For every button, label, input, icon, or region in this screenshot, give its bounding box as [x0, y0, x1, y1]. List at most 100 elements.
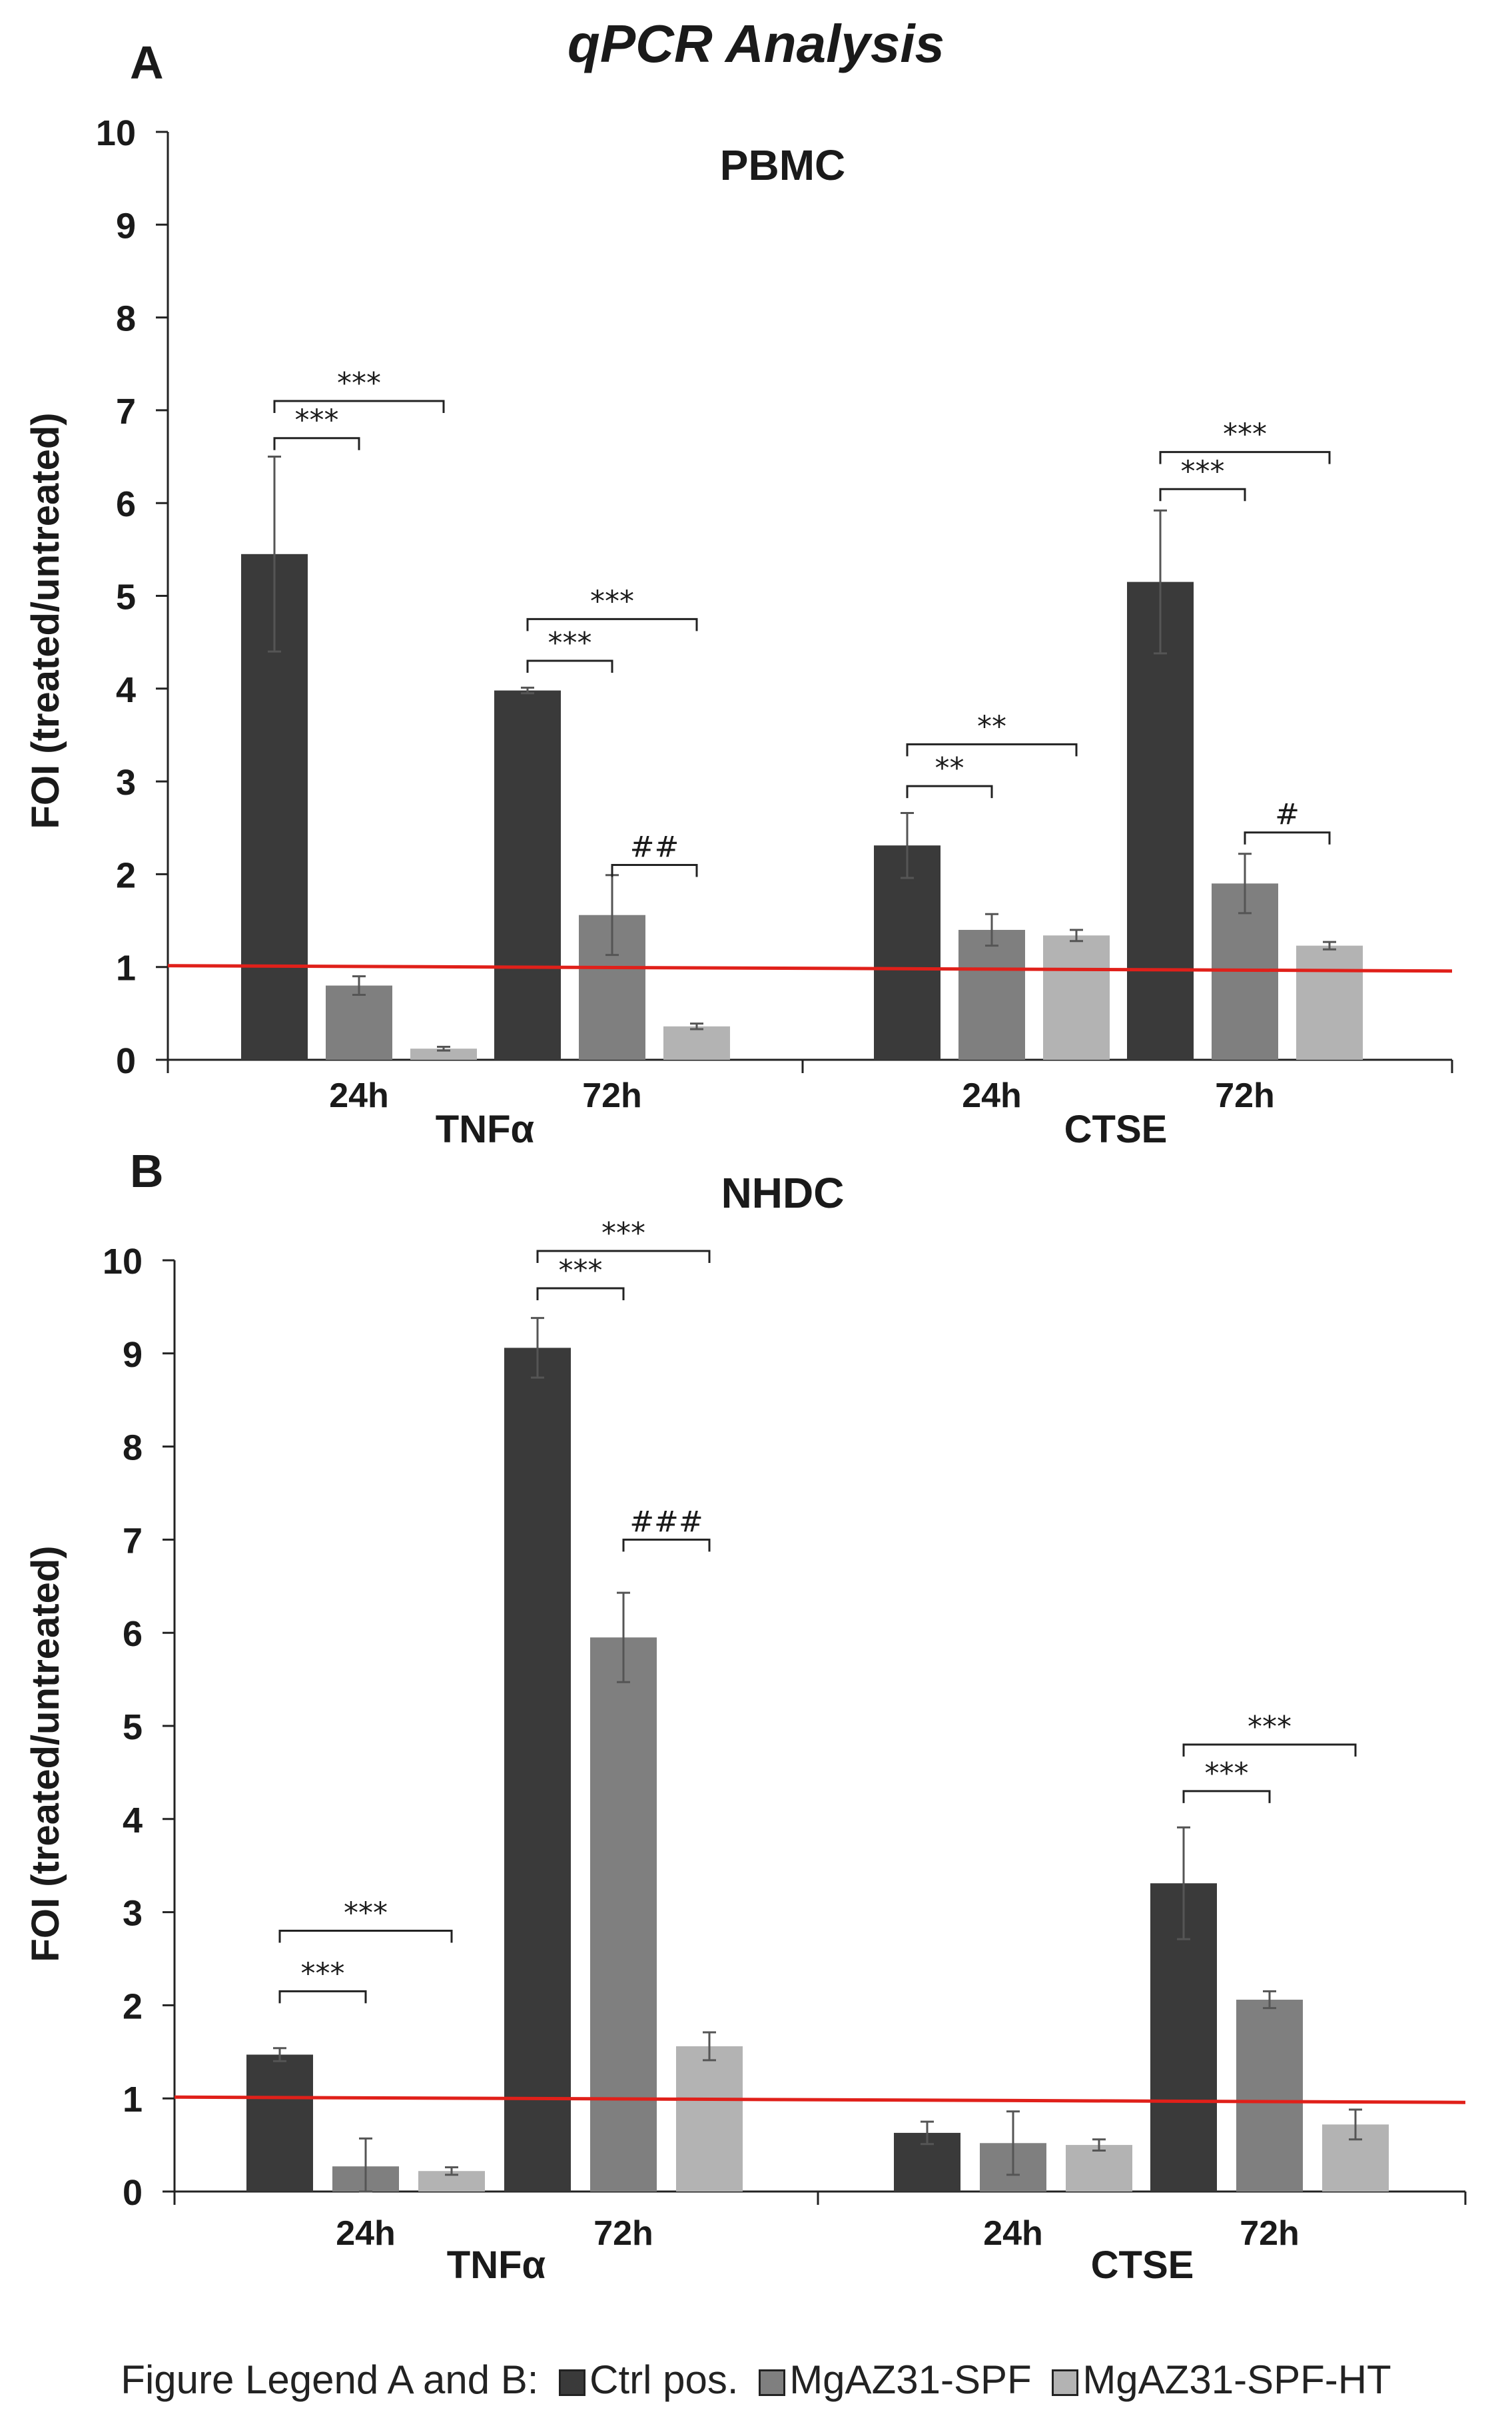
legend-label-mgaz31-spf: MgAZ31-SPF	[789, 2357, 1032, 2402]
bar	[1296, 945, 1363, 1060]
y-tick-label: 7	[116, 392, 136, 432]
y-tick-label: 4	[123, 1801, 143, 1840]
significance-label: ***	[1181, 454, 1225, 488]
significance-label: ***	[559, 1254, 603, 1288]
legend-swatch-mgaz31-spf-ht	[1052, 2369, 1079, 2396]
y-tick-label: 9	[116, 206, 136, 246]
y-tick-label: 9	[123, 1335, 143, 1375]
y-axis-label: FOI (treated/untreated)	[24, 1545, 67, 1962]
significance-label: ***	[1205, 1757, 1249, 1791]
bar	[1066, 2145, 1132, 2192]
significance-label: **	[977, 709, 1006, 743]
significance-bracket	[273, 437, 360, 450]
significance-bracket	[906, 785, 993, 799]
y-tick-label: 6	[116, 484, 136, 524]
significance-label: ***	[1248, 1710, 1292, 1744]
y-tick-label: 4	[116, 670, 136, 710]
group-label: CTSE	[1064, 1108, 1168, 1151]
legend-label-ctrl-pos: Ctrl pos.	[589, 2357, 739, 2402]
time-label: 72h	[593, 2214, 653, 2253]
legend-prefix: Figure Legend A and B:	[121, 2357, 539, 2402]
group-label: TNFα	[436, 1108, 535, 1151]
legend-swatch-mgaz31-spf	[759, 2369, 786, 2396]
time-label: 24h	[336, 2214, 396, 2253]
significance-bracket	[1159, 451, 1331, 464]
bar	[246, 2054, 313, 2192]
bar	[874, 845, 941, 1060]
time-label: 24h	[329, 1076, 389, 1115]
significance-bracket	[1182, 1790, 1271, 1803]
y-tick-label: 3	[123, 1894, 143, 1934]
significance-label: ##	[630, 830, 679, 864]
bar	[590, 1637, 657, 2192]
y-tick-label: 1	[123, 2080, 143, 2120]
y-tick-label: 1	[116, 949, 136, 989]
bar	[1236, 2000, 1303, 2192]
legend-label-mgaz31-spf-ht: MgAZ31-SPF-HT	[1082, 2357, 1391, 2402]
significance-bracket	[611, 863, 698, 877]
bar	[494, 690, 561, 1060]
significance-label: ***	[548, 626, 592, 660]
y-tick-label: 3	[116, 763, 136, 803]
significance-bracket	[278, 1990, 367, 2004]
y-tick-label: 2	[123, 1986, 143, 2026]
significance-bracket	[526, 659, 613, 673]
bar	[1043, 935, 1110, 1060]
time-label: 72h	[1215, 1076, 1275, 1115]
significance-bracket	[536, 1287, 625, 1300]
significance-bracket	[906, 743, 1078, 757]
bar	[326, 985, 392, 1060]
panel-label: A	[130, 37, 164, 89]
significance-bracket	[273, 400, 445, 413]
y-tick-label: 0	[123, 2173, 143, 2213]
significance-bracket	[278, 1930, 453, 1943]
significance-label: ***	[301, 1956, 345, 1990]
y-tick-label: 7	[123, 1521, 143, 1561]
significance-label: **	[935, 751, 964, 785]
panel-label: B	[130, 1145, 164, 1197]
y-tick-label: 5	[116, 578, 136, 617]
y-tick-label: 10	[96, 113, 136, 153]
time-label: 24h	[983, 2214, 1043, 2253]
significance-label: ***	[295, 404, 339, 438]
group-label: CTSE	[1091, 2243, 1194, 2287]
significance-bracket	[1182, 1743, 1357, 1757]
bar	[958, 929, 1025, 1060]
significance-label: ###	[629, 1505, 703, 1539]
reference-line	[167, 964, 1453, 973]
y-tick-label: 5	[123, 1707, 143, 1747]
y-tick-label: 10	[103, 1242, 143, 1282]
legend-swatch-ctrl-pos	[559, 2369, 586, 2396]
time-label: 24h	[962, 1076, 1022, 1115]
y-tick-label: 8	[116, 299, 136, 339]
group-label: TNFα	[447, 2243, 546, 2287]
bar	[1127, 582, 1194, 1060]
time-label: 72h	[582, 1076, 642, 1115]
significance-bracket	[536, 1250, 711, 1264]
bar	[504, 1348, 571, 2192]
significance-label: #	[1275, 798, 1300, 832]
significance-bracket	[622, 1538, 711, 1552]
bar	[410, 1048, 477, 1060]
reference-line	[174, 2095, 1466, 2104]
time-label: 72h	[1240, 2214, 1300, 2253]
y-tick-label: 0	[116, 1041, 136, 1081]
y-tick-label: 6	[123, 1614, 143, 1654]
y-tick-label: 8	[123, 1428, 143, 1468]
y-axis-label: FOI (treated/untreated)	[24, 412, 67, 829]
significance-label: ***	[590, 584, 634, 618]
bar	[663, 1026, 730, 1060]
significance-label: ***	[337, 366, 381, 400]
significance-bracket	[526, 617, 698, 631]
y-tick-label: 2	[116, 855, 136, 895]
significance-label: ***	[1223, 418, 1267, 452]
significance-label: ***	[601, 1216, 645, 1250]
bar	[676, 2046, 743, 2192]
significance-label: ***	[344, 1896, 388, 1930]
chart-title: PBMC	[720, 141, 845, 189]
significance-bracket	[1244, 831, 1331, 845]
figure-legend: Figure Legend A and B: Ctrl pos. MgAZ31-…	[0, 2357, 1512, 2403]
significance-bracket	[1159, 488, 1246, 502]
chart-title: NHDC	[721, 1169, 845, 1217]
